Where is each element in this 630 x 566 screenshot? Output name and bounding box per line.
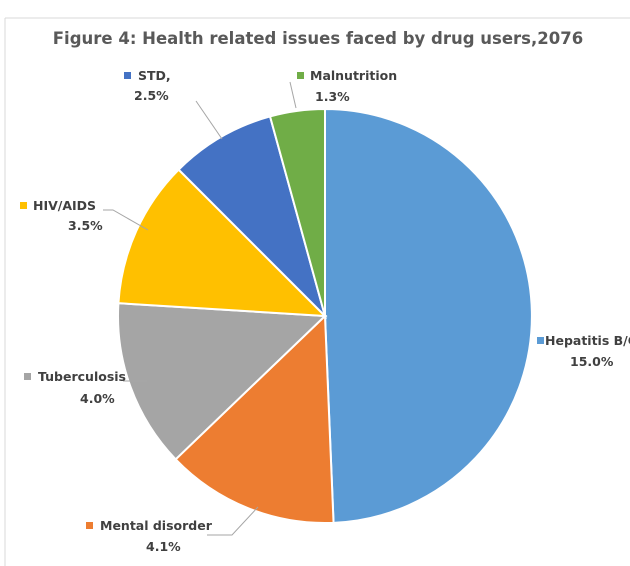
legend-key-0: [537, 337, 544, 344]
legend-key-5: [297, 72, 304, 79]
leader-line-5: [289, 81, 297, 109]
slice-value-0: 15.0%: [570, 354, 614, 369]
pie-slice-5[interactable]: [268, 107, 326, 317]
pie-slice-3[interactable]: [117, 168, 328, 318]
slice-label-5: Malnutrition: [310, 68, 397, 83]
slice-label-1: Mental disorder: [100, 518, 213, 533]
legend-key-4: [124, 72, 131, 79]
slice-label-0: Hepatitis B/C: [545, 333, 630, 348]
slice-value-1: 4.1%: [146, 539, 181, 554]
pie-labels: Hepatitis B/C 15.0% Mental disorder 4.1% Tub…: [20, 68, 630, 554]
legend-key-1: [86, 522, 93, 529]
slice-label-3: HIV/AIDS: [33, 198, 96, 213]
leader-line-3: [103, 209, 149, 231]
chart-title: Figure 4: Health related issues faced by…: [53, 29, 583, 48]
pie-slice-2[interactable]: [117, 302, 328, 461]
slice-value-2: 4.0%: [80, 391, 115, 406]
legend-key-2: [24, 373, 31, 380]
slice-label-4: STD,: [138, 68, 171, 83]
leader-line-1: [207, 506, 259, 536]
pie-slice-0[interactable]: [324, 107, 533, 524]
slice-value-4: 2.5%: [134, 88, 169, 103]
slice-value-5: 1.3%: [315, 89, 350, 104]
legend-key-3: [20, 202, 27, 209]
pie-slices: [117, 107, 533, 524]
slice-label-2: Tuberculosis: [38, 369, 126, 384]
pie-slice-1[interactable]: [174, 313, 335, 524]
leader-line-4: [195, 100, 223, 140]
slice-value-3: 3.5%: [68, 218, 103, 233]
